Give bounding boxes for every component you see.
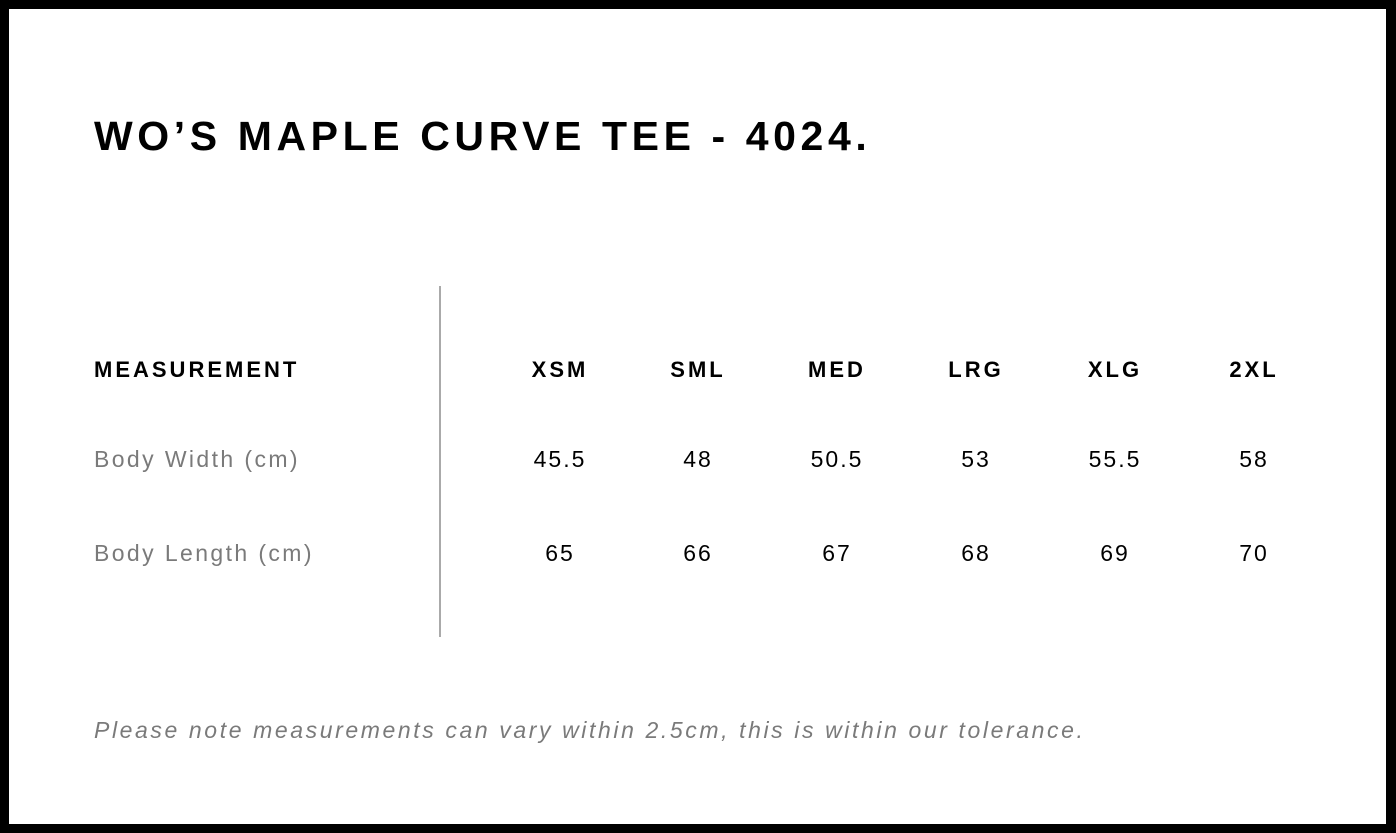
body-width-cell: 55.5 xyxy=(1088,446,1142,472)
size-header: SML xyxy=(670,357,726,382)
body-length-cell: 70 xyxy=(1239,540,1269,566)
size-header: LRG xyxy=(948,357,1004,382)
size-header: 2XL xyxy=(1229,357,1279,382)
body-width-cell: 45.5 xyxy=(533,446,587,472)
body-width-cell: 48 xyxy=(683,446,713,472)
column-divider xyxy=(439,286,441,637)
body-width-cell: 58 xyxy=(1239,446,1269,472)
body-width-cell: 50.5 xyxy=(810,446,864,472)
body-length-cell: 68 xyxy=(961,540,991,566)
tolerance-note: Please note measurements can vary within… xyxy=(94,717,1086,743)
measurement-header: MEASUREMENT xyxy=(94,357,300,382)
row-label-body-length: Body Length (cm) xyxy=(94,540,314,566)
size-header: XLG xyxy=(1087,357,1143,382)
size-header: XSM xyxy=(531,357,589,382)
body-length-cell: 66 xyxy=(683,540,713,566)
row-label-body-width: Body Width (cm) xyxy=(94,446,300,472)
body-length-cell: 69 xyxy=(1100,540,1130,566)
page-title: WO’S MAPLE CURVE TEE - 4024. xyxy=(94,113,872,159)
size-chart-card: WO’S MAPLE CURVE TEE - 4024. MEASUREMENT… xyxy=(9,9,1386,824)
body-length-cell: 67 xyxy=(822,540,852,566)
size-header: MED xyxy=(808,357,866,382)
body-length-cell: 65 xyxy=(545,540,575,566)
body-width-cell: 53 xyxy=(961,446,991,472)
